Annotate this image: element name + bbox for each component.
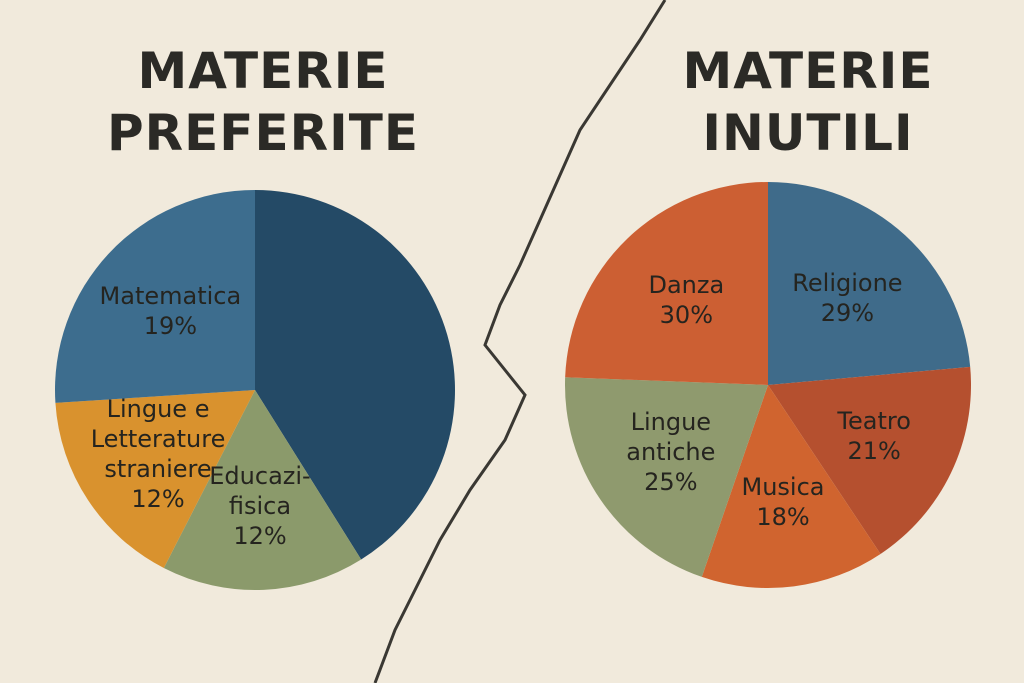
value-label: 18% — [756, 502, 810, 531]
pie-slice — [163, 390, 362, 590]
value-label: 21% — [847, 436, 901, 465]
category-label: Lingue antiche — [626, 407, 716, 466]
slice-label: Lingue antiche 25% — [626, 407, 715, 497]
category-label: Religione — [792, 269, 903, 298]
chart-title: MATERIE INUTILI — [682, 42, 934, 162]
category-label: Educazi- fisica — [209, 461, 311, 520]
pie-slice — [565, 182, 768, 385]
category-label: Matematica — [99, 281, 242, 310]
category-label: Musica — [741, 472, 825, 501]
slice-label: Lingue e Letterature straniere 12% — [91, 394, 226, 514]
chart-title: MATERIE PREFERITE — [107, 42, 419, 162]
value-label: 12% — [131, 484, 185, 513]
slice-label: Danza 30% — [648, 270, 724, 330]
pie-slice — [701, 385, 881, 589]
pie-slice — [768, 366, 971, 554]
value-label: 30% — [659, 301, 714, 330]
category-label: Teatro — [837, 406, 911, 435]
slice-label: Musica 18% — [741, 472, 824, 532]
value-label: 19% — [143, 311, 198, 340]
slice-label: Educazi- fisica 12% — [209, 461, 310, 551]
pie-slice — [55, 190, 255, 403]
slice-label: Matematica 19% — [100, 281, 242, 341]
pie-slice — [565, 377, 768, 577]
pie-slice — [768, 182, 971, 385]
value-label: 12% — [233, 521, 287, 550]
divider — [373, 0, 667, 683]
category-label: Lingue e Letterature straniere — [90, 394, 226, 483]
pie-slice — [255, 190, 455, 560]
slice-label: Teatro 21% — [837, 406, 911, 466]
category-label: Danza — [648, 271, 725, 300]
slice-label: Religione 29% — [792, 268, 902, 328]
value-label: 25% — [644, 467, 698, 496]
pie-slice — [55, 390, 256, 569]
value-label: 29% — [820, 299, 875, 328]
